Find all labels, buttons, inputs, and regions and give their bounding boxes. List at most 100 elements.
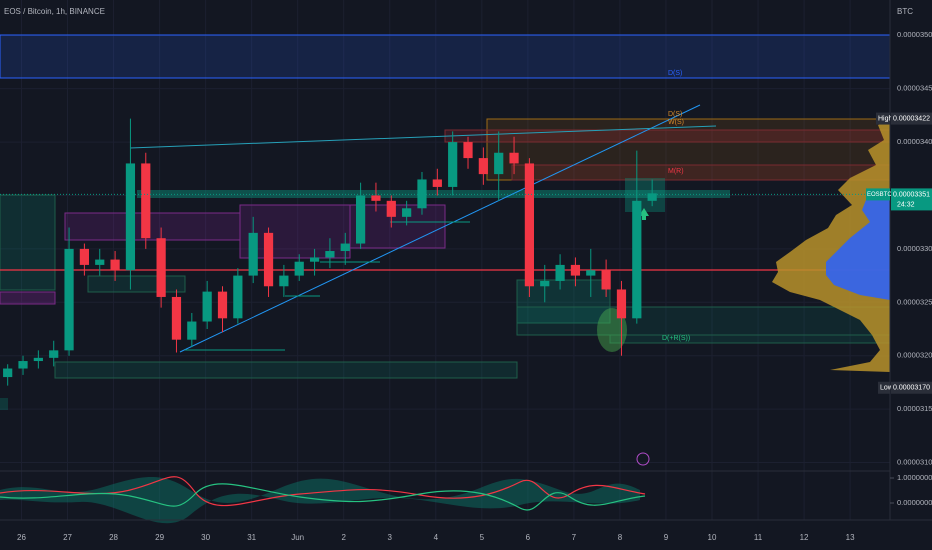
x-tick-label: 9 — [664, 533, 669, 542]
candle-body — [632, 200, 642, 319]
volume-profile-up — [772, 120, 890, 372]
candle-body — [647, 193, 657, 201]
low-tag-label: Low — [880, 385, 894, 392]
x-tick-label: 13 — [846, 533, 855, 542]
candle-body — [248, 232, 258, 276]
candle-body — [187, 321, 197, 340]
x-tick-label: Jun — [291, 533, 304, 542]
zone — [87, 275, 186, 293]
annotation: D(+R(S)) — [662, 335, 690, 342]
candle-body — [555, 264, 565, 281]
candle-body — [309, 257, 320, 262]
candle-body — [356, 195, 366, 244]
zone — [444, 129, 891, 143]
candle-body — [294, 261, 304, 276]
candle-body — [448, 142, 458, 187]
x-tick-label: 8 — [618, 533, 623, 542]
candle-body — [279, 275, 289, 287]
candle-body — [540, 280, 550, 287]
last-price-box — [891, 188, 932, 211]
trend-line — [179, 104, 701, 353]
zone — [137, 190, 730, 198]
high-tag-label: High — [878, 115, 893, 122]
candle-body — [417, 179, 427, 209]
zone — [54, 361, 518, 379]
candles — [3, 118, 657, 386]
price-axis — [890, 0, 932, 550]
x-tick-label: 5 — [480, 533, 485, 542]
zone — [0, 194, 56, 291]
candle-body — [432, 179, 442, 187]
candle-body — [570, 264, 581, 276]
candle-body — [233, 275, 243, 319]
low-tag-box — [878, 381, 890, 394]
event-icon[interactable] — [636, 452, 650, 466]
candle-body — [386, 200, 396, 217]
candle-body — [171, 296, 182, 340]
candle-body — [509, 152, 519, 164]
candle-body — [524, 163, 534, 287]
zone — [516, 279, 611, 324]
candle-body — [340, 243, 350, 252]
high-price-box — [891, 112, 932, 125]
annotation: M(R) — [668, 168, 684, 175]
zone — [0, 398, 8, 410]
candle-body — [95, 259, 105, 265]
zone — [609, 334, 891, 344]
x-tick-label: 27 — [63, 533, 72, 542]
candle-body — [64, 248, 74, 351]
last-price: 0.00003351 — [893, 191, 930, 198]
candle-body — [125, 163, 136, 271]
zone — [625, 178, 665, 212]
candle-body — [79, 248, 89, 265]
candle-body — [478, 158, 488, 175]
candle-body — [463, 142, 473, 159]
x-tick-label: 12 — [800, 533, 809, 542]
candle-body — [110, 259, 120, 271]
zone — [516, 306, 891, 336]
chart-title: EOS / Bitcoin, 1h, BINANCE — [4, 7, 105, 16]
x-tick-label: 2 — [341, 533, 346, 542]
candle-body — [586, 270, 596, 276]
candle-body — [156, 238, 166, 297]
zone — [0, 291, 56, 305]
oscillator-line — [0, 476, 646, 507]
countdown: 24:32 — [897, 201, 915, 208]
highlight — [597, 308, 627, 352]
candle-body — [263, 232, 274, 287]
zone — [0, 34, 891, 79]
unit-label: BTC — [897, 7, 913, 16]
candle-body — [3, 368, 13, 378]
symbol-box — [866, 188, 890, 201]
candle-body — [141, 163, 151, 239]
x-tick-label: 28 — [109, 533, 118, 542]
candle-body — [371, 195, 381, 201]
low-price-box — [891, 381, 932, 394]
lower-pane — [0, 476, 646, 524]
candle-body — [33, 357, 43, 362]
candle-body — [616, 289, 627, 319]
annotation: D(S) — [668, 111, 682, 118]
trend-line — [129, 125, 717, 149]
candle-body — [494, 152, 504, 175]
x-tick-label: 7 — [572, 533, 577, 542]
candle-body — [18, 361, 28, 369]
x-tick-label: 10 — [708, 533, 717, 542]
symbol-label: EOSBTC — [867, 192, 892, 198]
arrow-icon — [639, 208, 649, 220]
x-tick-label: 4 — [434, 533, 439, 542]
x-tick-label: 31 — [247, 533, 256, 542]
x-tick-label: 26 — [17, 533, 26, 542]
x-tick-label: 11 — [754, 533, 763, 542]
x-tick-label: 30 — [201, 533, 210, 542]
candle-body — [202, 291, 212, 322]
zones — [0, 34, 891, 466]
